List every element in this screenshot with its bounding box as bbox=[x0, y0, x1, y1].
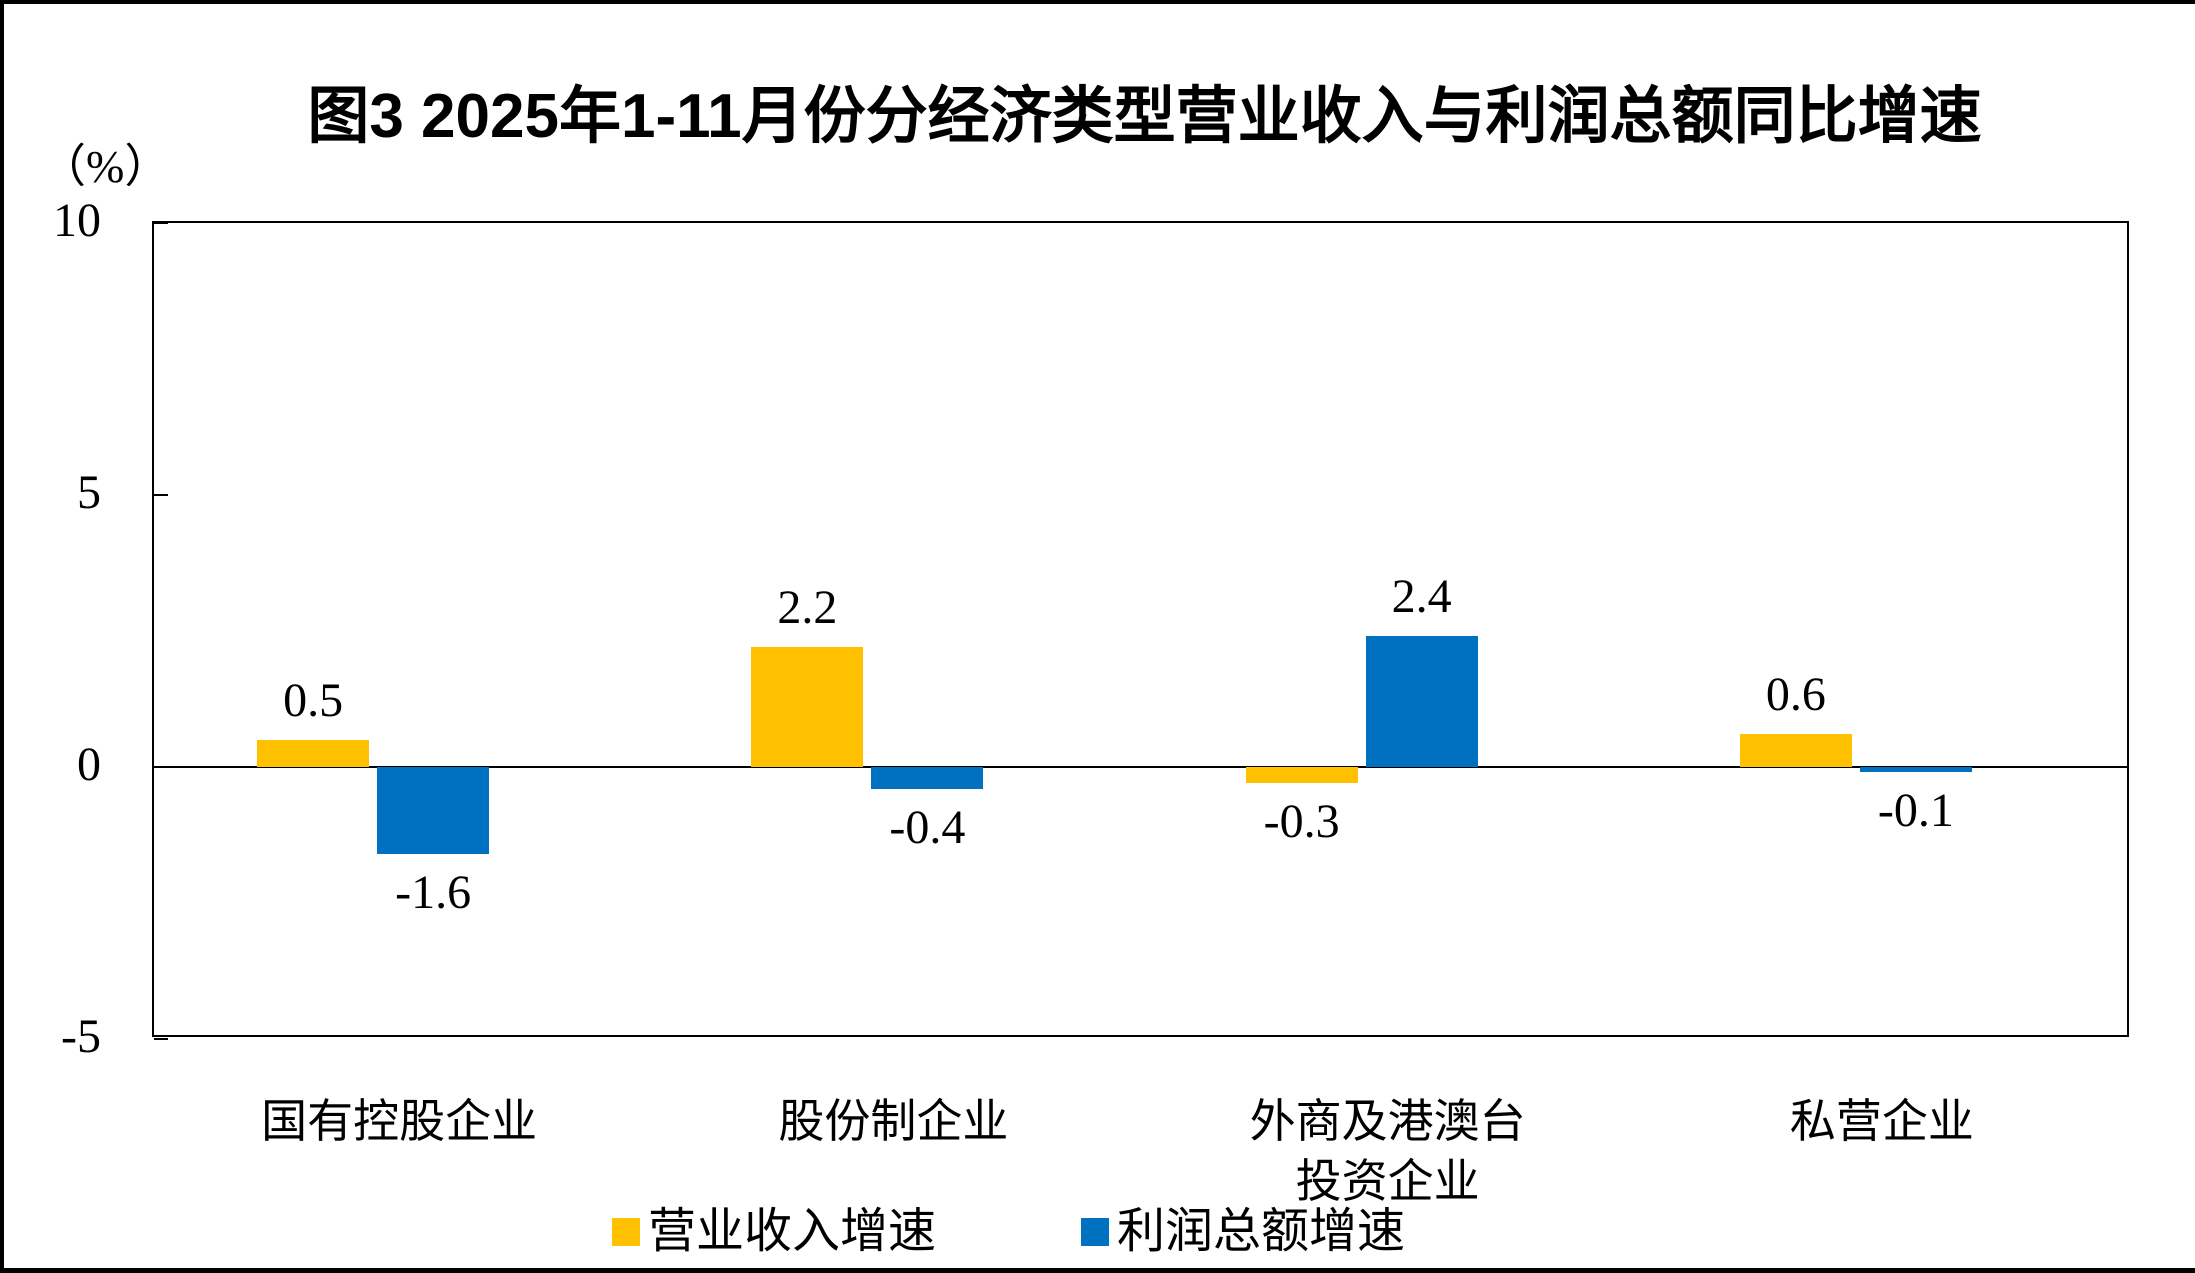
value-label: -0.3 bbox=[1263, 795, 1340, 849]
y-axis-tick-label: -5 bbox=[61, 1010, 101, 1063]
y-axis-tick bbox=[154, 222, 168, 224]
legend: 营业收入增速 利润总额增速 bbox=[612, 1202, 1405, 1262]
value-label: 0.6 bbox=[1765, 668, 1826, 722]
y-axis-tick-label: 10 bbox=[53, 194, 101, 247]
category-label: 外商及港澳台 投资企业 bbox=[1250, 1092, 1526, 1212]
category-label: 国有控股企业 bbox=[261, 1092, 537, 1152]
y-axis-tick bbox=[154, 1038, 168, 1040]
legend-swatch bbox=[612, 1218, 640, 1246]
bar bbox=[1739, 734, 1852, 767]
legend-item: 利润总额增速 bbox=[1081, 1204, 1405, 1260]
bar bbox=[1365, 636, 1478, 767]
value-label: 2.2 bbox=[777, 581, 838, 635]
y-axis-tick bbox=[154, 494, 168, 496]
y-axis-unit-label: （%） bbox=[40, 141, 171, 192]
category-label-line: 国有控股企业 bbox=[261, 1096, 538, 1147]
bar bbox=[1245, 767, 1358, 784]
y-axis-tick-label: 5 bbox=[77, 466, 101, 519]
value-label: -0.4 bbox=[889, 800, 966, 854]
bar bbox=[871, 767, 984, 789]
value-label: 2.4 bbox=[1391, 570, 1452, 624]
bar bbox=[751, 647, 864, 767]
category-label-line: 私营企业 bbox=[1789, 1096, 1974, 1147]
y-axis-tick-label: 0 bbox=[77, 738, 101, 791]
bar bbox=[257, 739, 370, 767]
category-label-line: 外商及港澳台 bbox=[1249, 1096, 1526, 1147]
legend-swatch bbox=[1081, 1218, 1110, 1246]
legend-item: 营业收入增速 bbox=[612, 1204, 936, 1260]
value-label: 0.5 bbox=[283, 673, 344, 727]
chart-title: 图3 2025年1-11月份分经济类型营业收入与利润总额同比增速 bbox=[307, 82, 1982, 151]
plot-area: 0.5 -1.6 2.2 -0.4 -0.3 2.4 0.6 -0.1 bbox=[152, 221, 2129, 1040]
y-axis-tick bbox=[154, 766, 168, 768]
legend-label: 营业收入增速 bbox=[648, 1205, 937, 1258]
bar bbox=[377, 767, 490, 855]
category-label: 私营企业 bbox=[1790, 1092, 1974, 1152]
category-label: 股份制企业 bbox=[778, 1092, 1008, 1152]
legend-label: 利润总额增速 bbox=[1117, 1205, 1406, 1258]
category-label-line: 投资企业 bbox=[1295, 1156, 1480, 1207]
bar bbox=[1859, 767, 1972, 773]
zero-line bbox=[154, 766, 2127, 768]
value-label: -0.1 bbox=[1877, 784, 1954, 838]
category-label-line: 股份制企业 bbox=[778, 1096, 1009, 1147]
value-label: -1.6 bbox=[395, 866, 472, 920]
